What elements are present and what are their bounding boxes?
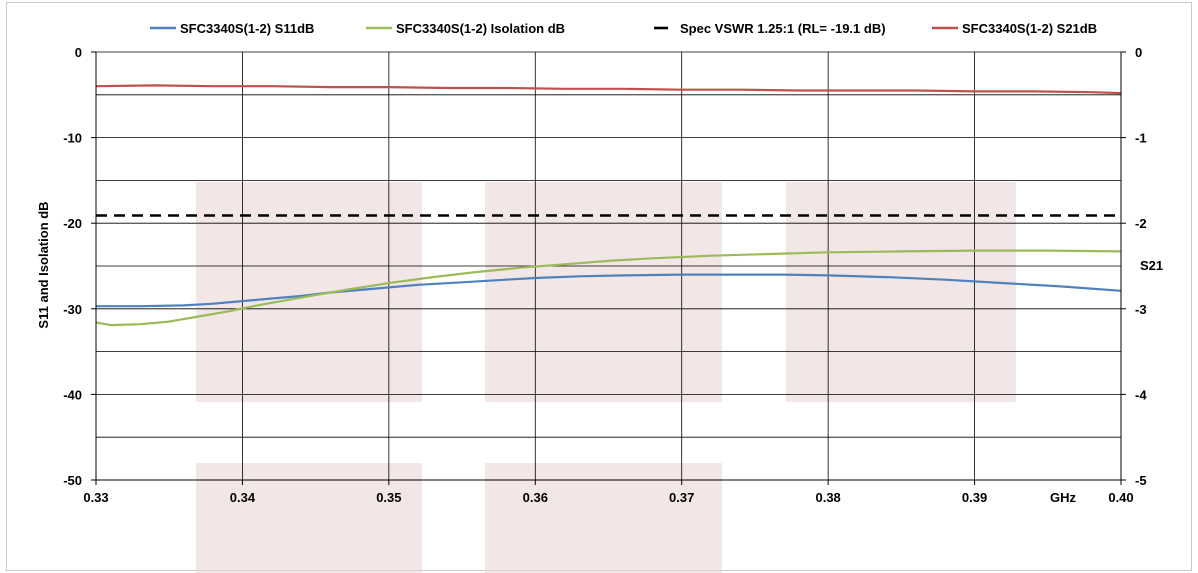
legend: SFC3340S(1-2) S11dB SFC3340S(1-2) Isolati…: [150, 21, 1097, 36]
y2-tick-label: -3: [1135, 302, 1147, 317]
y2-axis-title: S21: [1140, 258, 1163, 273]
x-axis-title: GHz: [1050, 490, 1077, 505]
x-tick-label: 0.39: [962, 490, 987, 505]
series-line-1: [96, 273, 1122, 308]
legend-label-3: Spec VSWR 1.25:1 (RL= -19.1 dB): [680, 21, 886, 36]
y-tick-label: -10: [63, 131, 82, 146]
y2-tick-label: 0: [1135, 45, 1142, 60]
highlight-band: [485, 182, 722, 402]
series-line-4: [95, 84, 1122, 95]
y2-tick-label: -5: [1135, 473, 1147, 488]
legend-label-2: SFC3340S(1-2) Isolation dB: [396, 21, 565, 36]
x-tick-label: 0.33: [83, 490, 108, 505]
highlight-band: [196, 182, 422, 402]
x-tick-label: 0.40: [1108, 490, 1133, 505]
series-line-2: [95, 249, 1122, 327]
highlight-band: [196, 463, 422, 573]
y-tick-label: -30: [63, 302, 82, 317]
y-axis-title: S11 and Isolation dB: [36, 201, 51, 328]
y-tick-label: -20: [63, 216, 82, 231]
x-tick-label: 0.37: [669, 490, 694, 505]
x-tick-label: 0.38: [815, 490, 840, 505]
legend-label-1: SFC3340S(1-2) S11dB: [180, 21, 314, 36]
series-group: [95, 84, 1122, 327]
legend-label-4: SFC3340S(1-2) S21dB: [962, 21, 1097, 36]
x-tick-label: 0.35: [376, 490, 401, 505]
y-tick-label: -40: [63, 387, 82, 402]
y2-tick-label: -1: [1135, 131, 1147, 146]
y-tick-label: 0: [75, 45, 82, 60]
highlight-band: [485, 463, 722, 573]
y2-tick-label: -4: [1135, 387, 1147, 402]
x-tick-label: 0.36: [523, 490, 548, 505]
axes: 0 -10 -20 -30 -40 -50 0 -1 -2 -3 -4 -5 0.33 0.34 0.35 0…: [63, 45, 1147, 505]
x-tick-label: 0.34: [230, 490, 256, 505]
highlight-band: [786, 182, 1016, 402]
highlight-bands: [196, 182, 1016, 573]
y-tick-label: -50: [63, 473, 82, 488]
grid: [95, 51, 1122, 481]
y2-tick-label: -2: [1135, 216, 1147, 231]
